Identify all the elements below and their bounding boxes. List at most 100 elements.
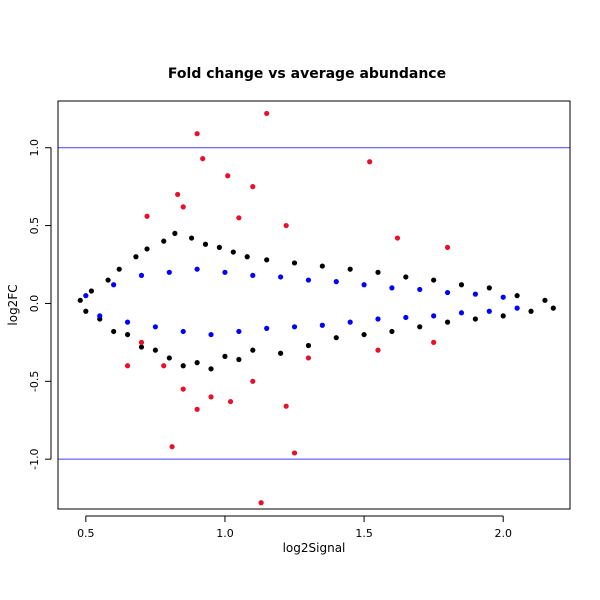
data-point-s1-1 bbox=[97, 313, 103, 319]
plot-area-border bbox=[57, 100, 571, 510]
data-point-s0-7 bbox=[124, 331, 131, 338]
data-point-s0-21 bbox=[222, 353, 228, 359]
data-point-s1-14 bbox=[278, 274, 284, 280]
data-point-s2-4 bbox=[367, 159, 373, 165]
x-tick-label-3: 2.0 bbox=[494, 527, 512, 540]
x-axis: 0.5 1.0 1.5 2.0 bbox=[77, 515, 512, 540]
data-point-s0-4 bbox=[105, 277, 111, 283]
data-point-s2-15 bbox=[180, 386, 186, 392]
x-tick-label-2: 1.5 bbox=[355, 527, 373, 540]
data-point-s2-19 bbox=[250, 378, 256, 384]
data-point-s1-8 bbox=[194, 266, 200, 272]
data-point-s0-18 bbox=[202, 241, 209, 247]
data-point-s0-40 bbox=[458, 282, 465, 288]
data-point-s0-1 bbox=[83, 308, 89, 314]
data-points bbox=[77, 110, 556, 506]
data-point-s0-32 bbox=[347, 266, 353, 272]
data-point-s2-13 bbox=[138, 339, 145, 345]
data-point-s0-34 bbox=[375, 269, 381, 275]
data-point-s2-8 bbox=[180, 204, 186, 210]
data-point-s2-14 bbox=[161, 363, 167, 369]
data-point-s0-44 bbox=[514, 293, 520, 299]
data-point-s2-27 bbox=[124, 363, 131, 369]
data-point-s0-26 bbox=[264, 257, 270, 263]
data-point-s0-41 bbox=[472, 316, 478, 322]
data-point-s1-27 bbox=[458, 310, 465, 316]
data-point-s0-29 bbox=[305, 342, 312, 349]
data-point-s0-14 bbox=[172, 230, 178, 236]
data-point-s2-25 bbox=[375, 347, 381, 353]
data-point-s2-3 bbox=[225, 173, 231, 179]
data-point-s1-24 bbox=[417, 286, 423, 293]
data-point-s0-2 bbox=[88, 288, 94, 294]
data-point-s1-21 bbox=[375, 316, 381, 322]
data-point-s0-33 bbox=[361, 331, 367, 338]
data-point-s1-7 bbox=[180, 328, 186, 335]
data-point-s2-17 bbox=[208, 394, 214, 400]
data-point-s0-37 bbox=[417, 324, 423, 330]
data-point-s0-47 bbox=[550, 305, 556, 311]
data-point-s0-10 bbox=[144, 246, 150, 252]
data-point-s1-2 bbox=[111, 282, 117, 288]
y-axis-label: log2FC bbox=[6, 284, 20, 325]
data-point-s1-15 bbox=[291, 324, 298, 330]
x-tick-label-1: 1.0 bbox=[216, 527, 234, 540]
data-point-s0-45 bbox=[528, 308, 534, 314]
data-point-s0-16 bbox=[188, 235, 195, 241]
data-point-s0-39 bbox=[444, 319, 451, 325]
data-point-s2-23 bbox=[258, 500, 264, 506]
data-point-s0-8 bbox=[133, 254, 139, 260]
data-point-s0-43 bbox=[500, 313, 506, 319]
data-point-s2-6 bbox=[250, 184, 256, 190]
data-point-s2-10 bbox=[283, 222, 289, 229]
data-point-s0-42 bbox=[486, 285, 492, 291]
data-point-s0-5 bbox=[111, 328, 117, 335]
data-point-s0-22 bbox=[230, 249, 236, 255]
y-tick-label-3: 0.5 bbox=[28, 217, 41, 235]
data-point-s0-23 bbox=[236, 356, 242, 363]
data-point-s1-13 bbox=[264, 325, 270, 331]
data-point-s2-24 bbox=[305, 355, 312, 361]
data-point-s1-3 bbox=[124, 319, 131, 325]
x-axis-label: log2Signal bbox=[283, 541, 346, 555]
reference-lines bbox=[58, 147, 570, 460]
data-point-s2-26 bbox=[431, 339, 437, 345]
y-axis: -1.0 -0.5 0.0 0.5 1.0 bbox=[28, 139, 52, 470]
data-point-s2-16 bbox=[194, 406, 200, 412]
data-point-s2-5 bbox=[175, 191, 181, 198]
data-point-s0-20 bbox=[216, 244, 222, 250]
data-point-s0-19 bbox=[208, 366, 214, 372]
data-point-s0-36 bbox=[403, 274, 409, 280]
data-point-s1-23 bbox=[403, 314, 409, 321]
data-point-s1-5 bbox=[152, 324, 158, 330]
y-tick-label-2: 0.0 bbox=[28, 295, 41, 313]
data-point-s1-18 bbox=[333, 279, 339, 285]
data-point-s0-35 bbox=[389, 328, 395, 335]
data-point-s1-22 bbox=[389, 285, 395, 291]
data-point-s2-22 bbox=[291, 450, 298, 456]
data-point-s1-25 bbox=[431, 313, 437, 319]
data-point-s2-0 bbox=[194, 131, 200, 137]
data-point-s0-24 bbox=[244, 254, 250, 260]
data-point-s1-10 bbox=[222, 269, 228, 275]
chart-title: Fold change vs average abundance bbox=[168, 66, 446, 82]
y-tick-label-1: -0.5 bbox=[28, 371, 41, 392]
data-point-s2-11 bbox=[444, 244, 451, 250]
data-point-s0-27 bbox=[278, 350, 284, 356]
data-point-s1-16 bbox=[305, 277, 312, 283]
data-point-s0-17 bbox=[194, 360, 200, 366]
data-point-s0-9 bbox=[138, 344, 145, 350]
x-tick-label-0: 0.5 bbox=[77, 527, 95, 540]
data-point-s0-0 bbox=[77, 297, 83, 303]
data-point-s2-20 bbox=[283, 403, 289, 409]
data-point-s2-18 bbox=[227, 398, 234, 405]
y-tick-label-4: 1.0 bbox=[28, 139, 41, 157]
data-point-s2-9 bbox=[236, 215, 242, 221]
y-tick-label-0: -1.0 bbox=[28, 448, 41, 469]
data-point-s1-6 bbox=[166, 269, 172, 275]
data-point-s1-0 bbox=[83, 293, 89, 299]
data-point-s1-19 bbox=[347, 319, 353, 325]
data-point-s0-30 bbox=[319, 263, 325, 269]
data-point-s0-38 bbox=[431, 277, 437, 283]
